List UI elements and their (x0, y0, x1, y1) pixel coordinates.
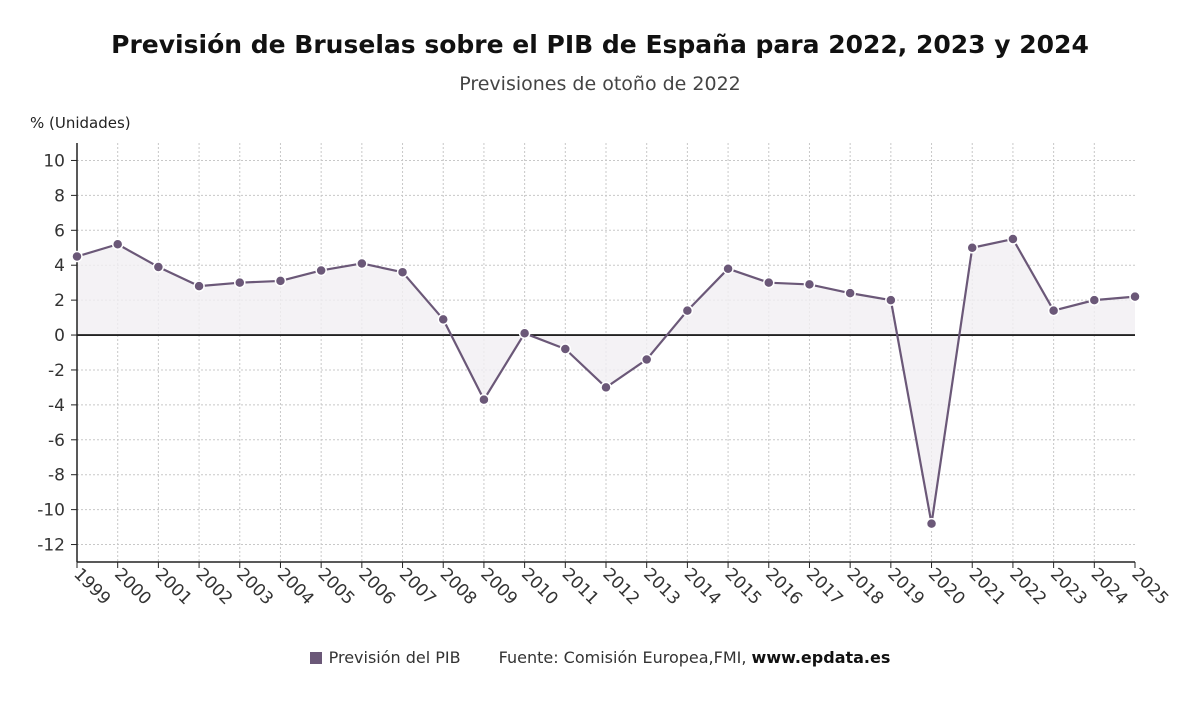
data-point (1088, 294, 1101, 306)
y-tick-label: -12 (37, 536, 65, 556)
source-link[interactable]: www.epdata.es (751, 648, 891, 667)
x-tick-label: 2025 (1127, 564, 1172, 609)
data-point (844, 287, 856, 299)
data-point (152, 261, 165, 273)
x-tick-labels: 1999200020012002200320042005200620072008… (69, 564, 1172, 609)
chart-title: Previsión de Bruselas sobre el PIB de Es… (111, 30, 1089, 59)
x-tick-label: 2013 (639, 564, 684, 609)
data-point (274, 275, 287, 287)
y-tick-label: -6 (48, 431, 65, 451)
x-tick-label: 2021 (965, 564, 1010, 609)
y-tick-label: 0 (54, 326, 65, 346)
x-tick-label: 2004 (273, 564, 318, 609)
data-point (722, 262, 734, 275)
x-tick-label: 2001 (151, 564, 196, 609)
x-tick-label: 2011 (558, 564, 603, 609)
x-tick-label: 2007 (395, 564, 440, 609)
data-point (234, 276, 246, 289)
data-point (925, 517, 938, 530)
data-point (356, 257, 368, 270)
x-tick-label: 2019 (883, 564, 928, 609)
data-point (1047, 304, 1060, 317)
data-point (1007, 233, 1019, 245)
x-tick-label: 2017 (802, 564, 847, 609)
x-tick-label: 2016 (761, 564, 806, 609)
data-point (193, 280, 205, 292)
x-tick-label: 2024 (1087, 564, 1132, 609)
y-tick-label: -8 (48, 466, 65, 486)
area-fill (77, 239, 1135, 524)
x-tick-label: 2008 (436, 564, 481, 609)
y-tick-label: 2 (54, 291, 65, 311)
data-point (763, 276, 775, 289)
y-tick-label: -10 (37, 501, 65, 521)
x-tick-label: 2023 (1046, 564, 1091, 609)
data-point (966, 242, 978, 254)
y-tick-label: 4 (54, 256, 65, 276)
legend: Previsión del PIB (309, 648, 461, 667)
y-axis-label: % (Unidades) (30, 114, 131, 132)
series-points (71, 233, 1141, 530)
legend-label: Previsión del PIB (328, 648, 461, 667)
x-tick-label: 2002 (192, 564, 237, 609)
y-tick-label: 8 (54, 186, 65, 206)
x-tick-label: 2009 (476, 564, 521, 609)
data-point (803, 278, 816, 291)
y-tick-label: -2 (48, 361, 65, 381)
x-tick-label: 2020 (924, 564, 969, 609)
y-tick-label: 10 (43, 151, 65, 171)
data-point (600, 381, 612, 394)
y-tick-label: -4 (48, 396, 65, 416)
y-tick-labels: 10 8 6 4 2 0 -2 -4 -6 -8 -10 -12 (37, 151, 65, 555)
data-point (559, 343, 572, 355)
data-point (640, 353, 653, 366)
source: Fuente: Comisión Europea,FMI, www.epdata… (499, 648, 891, 667)
area-path (77, 239, 1135, 524)
legend-swatch (309, 651, 322, 664)
x-tick-label: 2000 (110, 564, 155, 609)
x-tick-label: 1999 (69, 564, 114, 609)
x-tick-label: 2010 (517, 564, 562, 609)
data-point (518, 327, 531, 340)
data-point (681, 304, 694, 317)
data-point (315, 264, 327, 277)
data-point (437, 313, 449, 326)
x-tick-label: 2014 (680, 564, 725, 609)
x-tick-label: 2003 (232, 564, 277, 609)
x-tick-label: 2006 (354, 564, 399, 609)
x-tick-label: 2022 (1005, 564, 1050, 609)
chart-subtitle: Previsiones de otoño de 2022 (459, 73, 741, 95)
chart-footer: Previsión del PIB Fuente: Comisión Europ… (0, 648, 1200, 667)
source-prefix: Fuente: Comisión Europea,FMI, (498, 648, 747, 667)
data-point (71, 250, 83, 263)
data-point (111, 238, 124, 251)
data-point (478, 393, 490, 406)
x-tick-label: 2005 (314, 564, 359, 609)
data-point (1129, 290, 1141, 303)
x-tick-label: 2012 (598, 564, 643, 609)
x-tick-label: 2018 (843, 564, 888, 609)
y-tick-label: 6 (54, 221, 65, 241)
data-point (396, 266, 409, 278)
data-point (885, 294, 897, 306)
x-tick-label: 2015 (721, 564, 766, 609)
